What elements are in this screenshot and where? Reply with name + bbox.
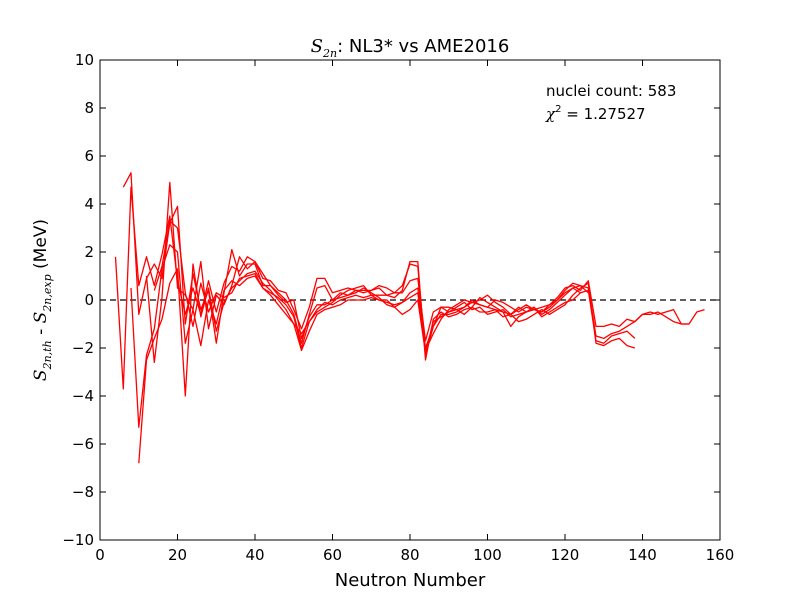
ylabel-s1-subscript: 2n,th [41,340,54,370]
y-tick-label: 2 [84,243,94,261]
x-axis-label: Neutron Number [335,570,486,591]
y-tick-label: −8 [72,483,94,501]
series-line-4 [138,263,635,464]
y-tick-label: 6 [84,147,94,165]
y-tick-label: −2 [72,339,94,357]
y-tick-label: −10 [62,531,94,549]
x-tick-label: 120 [551,546,580,564]
y-tick-label: 10 [75,51,94,69]
y-tick-label: 8 [84,99,94,117]
chi-superscript: 2 [555,104,561,115]
chi-symbol: χ [545,105,556,123]
x-tick-label: 80 [400,546,419,564]
y-tick-label: 0 [84,291,94,309]
ylabel-separator: - [31,323,51,340]
y-axis-label: S2n,th - S2n,exp (MeV) [31,219,54,381]
y-tick-label: −4 [72,387,94,405]
x-tick-label: 60 [323,546,342,564]
chi-value: = 1.27527 [561,105,645,123]
x-tick-label: 0 [95,546,105,564]
x-tick-label: 160 [706,546,735,564]
series-line-3 [130,244,636,428]
ylabel-s2: S [31,312,51,324]
ylabel-unit: (MeV) [31,219,51,274]
title-text-rest: : NL3* vs AME2016 [337,36,509,57]
series-line-2 [122,172,689,361]
chart-title: S2n: NL3* vs AME2016 [311,36,510,60]
x-tick-label: 140 [628,546,657,564]
series-line-6 [153,220,581,354]
x-tick-label: 40 [245,546,264,564]
series-lines [114,172,705,464]
ylabel-s2-subscript: 2n,exp [41,274,54,312]
chi-squared-annotation: χ2 = 1.27527 [545,104,646,123]
nuclei-count-annotation: nuclei count: 583 [546,82,676,100]
y-tick-label: −6 [72,435,94,453]
ylabel-s1: S [31,369,51,381]
title-math-subscript: 2n [322,47,337,60]
x-tick-label: 100 [473,546,502,564]
title-math-symbol: S [311,36,323,57]
y-tick-label: 4 [84,195,94,213]
x-tick-label: 20 [168,546,187,564]
axis-ticks [99,59,721,541]
